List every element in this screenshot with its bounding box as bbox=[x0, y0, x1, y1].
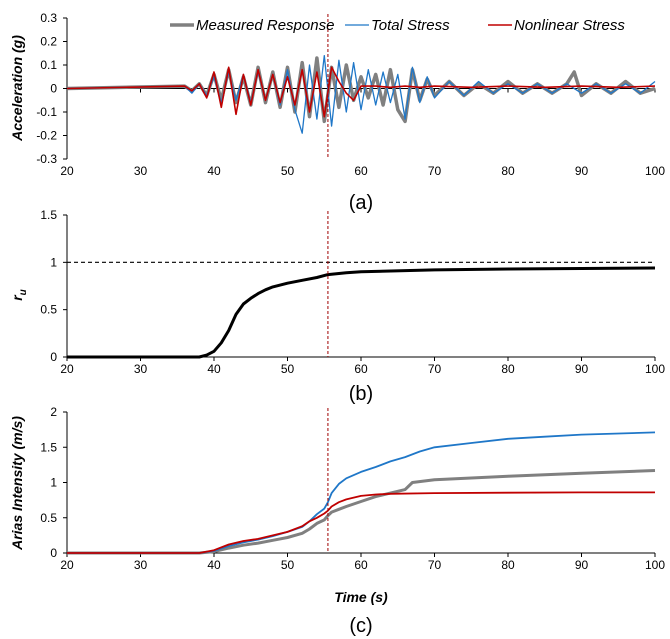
x-tick-label: 30 bbox=[134, 558, 148, 572]
x-tick-label: 90 bbox=[575, 164, 589, 178]
y-tick-label: 1.5 bbox=[40, 208, 57, 222]
y-tick-label: 1 bbox=[50, 255, 57, 269]
legend-label: Total Stress bbox=[371, 17, 450, 34]
x-tick-label: 90 bbox=[575, 558, 589, 572]
x-tick-label: 70 bbox=[428, 558, 442, 572]
x-tick-label: 20 bbox=[60, 362, 74, 376]
x-tick-label: 40 bbox=[207, 558, 221, 572]
x-tick-label: 80 bbox=[501, 558, 515, 572]
panel-c-label: (c) bbox=[349, 615, 372, 637]
nonlinear-stress-line bbox=[67, 491, 655, 554]
total-stress-line bbox=[66, 54, 656, 134]
panel-a-label: (a) bbox=[349, 192, 373, 214]
panel-a-ylabel: Acceleration (g) bbox=[9, 35, 25, 142]
panel-b-ylabel-main: r bbox=[9, 294, 25, 301]
panel-c: 0 0.5 1 1.5 2 20 30 40 50 60 70 80 90 100 Arias Inten… bbox=[9, 405, 665, 637]
panel-b-axes: 0 0.5 1 1.5 20 30 40 50 60 70 80 90 100 bbox=[40, 208, 665, 376]
x-tick-label: 60 bbox=[354, 362, 368, 376]
x-tick-label: 80 bbox=[501, 164, 515, 178]
y-tick-label: 0 bbox=[50, 82, 57, 96]
x-tick-label: 40 bbox=[207, 362, 221, 376]
x-tick-label: 100 bbox=[645, 362, 665, 376]
y-tick-label: 0.5 bbox=[40, 303, 57, 317]
x-tick-label: 100 bbox=[645, 558, 665, 572]
y-tick-label: 0.1 bbox=[40, 58, 57, 72]
x-tick-label: 90 bbox=[575, 362, 589, 376]
y-tick-label: 0 bbox=[50, 350, 57, 364]
panel-a: -0.3 -0.2 -0.1 0 0.1 0.2 0.3 20 30 40 50 60 70 80 90 10… bbox=[9, 11, 665, 214]
y-tick-label: -0.1 bbox=[36, 105, 57, 119]
panel-c-axes: 0 0.5 1 1.5 2 20 30 40 50 60 70 80 90 100 bbox=[40, 405, 665, 572]
panel-b-series bbox=[67, 211, 656, 359]
panel-a-axes: -0.3 -0.2 -0.1 0 0.1 0.2 0.3 20 30 40 50 60 70 80 90 10… bbox=[36, 11, 665, 178]
y-tick-label: 1 bbox=[50, 476, 57, 490]
y-tick-label: -0.2 bbox=[36, 129, 57, 143]
x-tick-label: 30 bbox=[134, 164, 148, 178]
x-tick-label: 50 bbox=[281, 362, 295, 376]
x-tick-label: 20 bbox=[60, 164, 74, 178]
measured-response-line bbox=[67, 469, 656, 555]
y-tick-label: -0.3 bbox=[36, 152, 57, 166]
legend-label: Nonlinear Stress bbox=[514, 17, 625, 34]
panel-a-legend: Measured Response Total Stress Nonlinear S… bbox=[170, 17, 625, 34]
x-tick-label: 100 bbox=[645, 164, 665, 178]
y-tick-label: 0.5 bbox=[40, 511, 57, 525]
panel-b-ylabel-sub: u bbox=[18, 289, 29, 295]
y-tick-label: 2 bbox=[50, 405, 57, 419]
x-tick-label: 60 bbox=[354, 164, 368, 178]
y-tick-label: 1.5 bbox=[40, 440, 57, 454]
x-tick-label: 60 bbox=[354, 558, 368, 572]
x-tick-label: 40 bbox=[207, 164, 221, 178]
y-tick-label: 0 bbox=[50, 546, 57, 560]
y-tick-label: 0.3 bbox=[40, 11, 57, 25]
panel-b-label: (b) bbox=[349, 383, 373, 405]
x-tick-label: 30 bbox=[134, 362, 148, 376]
y-tick-label: 0.2 bbox=[40, 35, 57, 49]
panel-a-series bbox=[66, 14, 656, 159]
panel-c-xlabel: Time (s) bbox=[334, 589, 388, 605]
x-tick-label: 50 bbox=[281, 558, 295, 572]
panel-c-ylabel: Arias Intensity (m/s) bbox=[9, 416, 25, 551]
x-tick-label: 70 bbox=[428, 362, 442, 376]
series-0-line bbox=[67, 266, 656, 359]
panel-b-ylabel: ru bbox=[9, 289, 29, 301]
total-stress-line bbox=[67, 431, 656, 554]
x-tick-label: 20 bbox=[60, 558, 74, 572]
nonlinear-stress-line bbox=[66, 66, 656, 118]
x-tick-label: 50 bbox=[281, 164, 295, 178]
panel-c-series bbox=[67, 408, 656, 555]
x-tick-label: 80 bbox=[501, 362, 515, 376]
x-tick-label: 70 bbox=[428, 164, 442, 178]
legend-label: Measured Response bbox=[196, 17, 334, 34]
panel-b: 0 0.5 1 1.5 20 30 40 50 60 70 80 90 100 ru (b) bbox=[9, 208, 665, 405]
